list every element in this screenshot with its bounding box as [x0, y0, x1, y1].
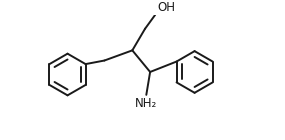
Text: OH: OH [157, 1, 175, 14]
Text: NH₂: NH₂ [135, 97, 157, 110]
